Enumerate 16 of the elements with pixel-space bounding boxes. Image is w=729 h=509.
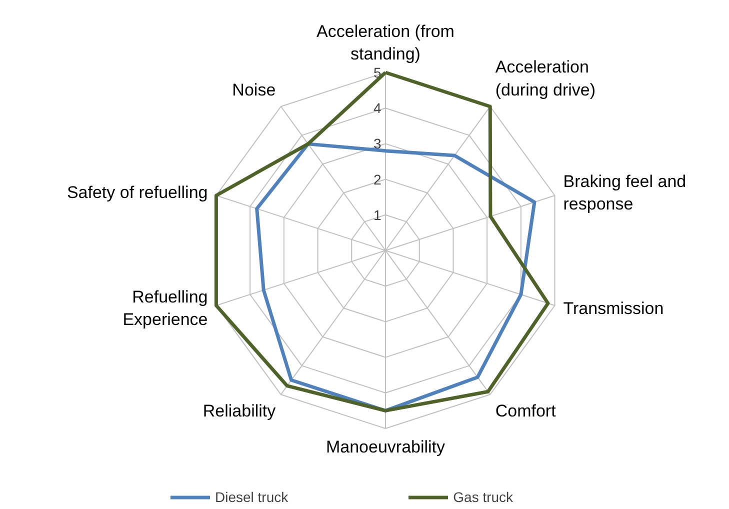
spoke-label: Safety of refuelling bbox=[66, 183, 208, 202]
spoke-label: Noise bbox=[232, 80, 276, 100]
y-tick-label: 2 bbox=[373, 171, 382, 188]
spoke-label: Acceleration (during drive) bbox=[495, 57, 596, 100]
y-tick-label: 1 bbox=[373, 206, 382, 223]
y-tick-label: 3 bbox=[373, 136, 382, 152]
spoke-label: Comfort bbox=[495, 402, 556, 421]
spoke-label: Acceleration (from standing) bbox=[316, 22, 454, 64]
spoke-label: Refuelling Experience bbox=[122, 287, 208, 330]
legend-label: Gas truck bbox=[453, 489, 514, 505]
legend-label: Diesel truck bbox=[215, 489, 288, 505]
y-tick-label: 4 bbox=[373, 100, 382, 116]
spoke-label: Reliability bbox=[202, 402, 276, 421]
spoke-label: Manoeuvrability bbox=[326, 437, 446, 456]
spoke-label: Braking feel and response bbox=[563, 172, 686, 214]
spoke-label: Transmission bbox=[563, 298, 664, 318]
